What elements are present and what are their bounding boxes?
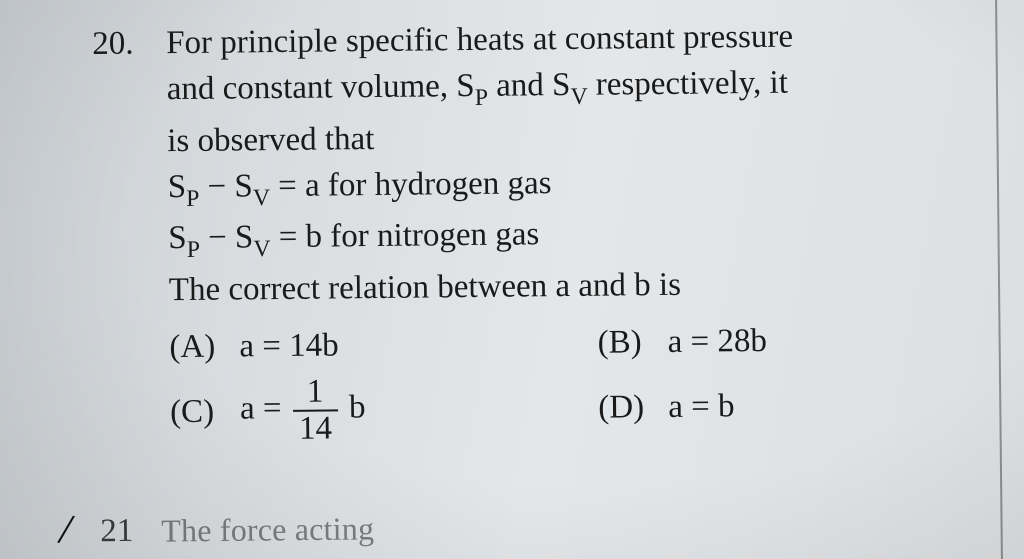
question-prompt: The correct relation between a and b is — [169, 259, 977, 312]
options-group: (A) a = 14b (B) a = 28b (C) a = 114 b — [169, 310, 978, 448]
text-fragment: S — [168, 220, 187, 256]
option-b-label: (B) — [597, 320, 667, 365]
page-margin-rule — [995, 0, 1004, 559]
option-d-label: (D) — [598, 384, 668, 429]
text-fragment: = a for hydrogen gas — [270, 165, 552, 204]
stem-line-3: is observed that — [167, 110, 975, 163]
text-fragment: − S — [200, 220, 254, 257]
next-question-text: The force acting — [161, 510, 374, 549]
fraction-numerator: 1 — [292, 374, 337, 411]
text-fragment: b — [341, 389, 366, 425]
option-a-label: (A) — [169, 324, 239, 369]
option-a-text: a = 14b — [239, 323, 339, 368]
text-fragment: and S — [488, 67, 571, 104]
question-block: 20. For principle specific heats at cons… — [88, 13, 978, 449]
option-c-label: (C) — [170, 389, 240, 434]
relation-hydrogen: SP − SV = a for hydrogen gas — [168, 157, 976, 215]
tick-mark: / — [55, 503, 77, 555]
text-fragment: − S — [199, 168, 253, 205]
subscript-p: P — [186, 185, 199, 211]
option-b-text: a = 28b — [667, 319, 767, 364]
option-c-text: a = 114 b — [240, 374, 366, 447]
text-fragment: respectively, it — [587, 65, 788, 103]
stem-line-2: and constant volume, SP and SV respectiv… — [166, 59, 974, 117]
next-question-number: 21 — [100, 513, 133, 550]
subscript-v: V — [253, 185, 270, 211]
subscript-v: V — [570, 84, 587, 110]
question-stem: For principle specific heats at constant… — [166, 13, 977, 312]
option-b[interactable]: (B) a = 28b — [597, 310, 977, 372]
option-d-text: a = b — [668, 384, 735, 429]
next-question-peek: / 21 The force acting — [60, 496, 375, 550]
text-fragment: and constant volume, S — [167, 68, 475, 107]
text-fragment: a = — [240, 390, 290, 427]
option-a[interactable]: (A) a = 14b — [169, 314, 598, 376]
subscript-p: P — [187, 237, 200, 263]
text-fragment: = b for nitrogen gas — [270, 217, 539, 256]
subscript-v: V — [253, 236, 270, 262]
fraction: 114 — [292, 374, 338, 446]
question-body: For principle specific heats at constant… — [166, 13, 978, 448]
option-d[interactable]: (D) a = b — [598, 368, 978, 443]
option-c[interactable]: (C) a = 114 b — [170, 372, 599, 448]
stem-line-1: For principle specific heats at constant… — [166, 13, 974, 66]
subscript-p: P — [475, 85, 488, 111]
fraction-denominator: 14 — [293, 411, 338, 446]
relation-nitrogen: SP − SV = b for nitrogen gas — [168, 208, 976, 266]
question-number: 20. — [88, 21, 166, 66]
text-fragment: S — [168, 169, 187, 205]
